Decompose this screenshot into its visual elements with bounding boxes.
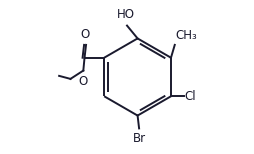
Text: Cl: Cl (185, 90, 196, 103)
Text: O: O (81, 28, 90, 41)
Text: CH₃: CH₃ (176, 28, 197, 42)
Text: HO: HO (117, 8, 135, 21)
Text: O: O (78, 75, 87, 88)
Text: Br: Br (133, 132, 146, 145)
